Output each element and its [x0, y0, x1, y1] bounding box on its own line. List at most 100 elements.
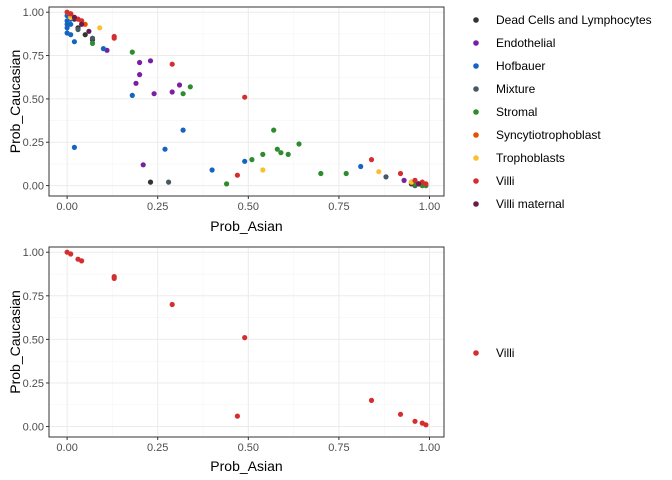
- data-point: [151, 91, 157, 97]
- y-tick-label: 0.75: [23, 51, 44, 63]
- legend-label: Endothelial: [496, 36, 555, 50]
- data-point: [423, 422, 429, 428]
- data-point: [129, 92, 135, 98]
- data-point: [68, 251, 74, 257]
- y-tick-label: 1.00: [23, 7, 44, 19]
- data-point: [111, 35, 117, 41]
- legend-key: [473, 350, 479, 356]
- data-point: [209, 167, 215, 173]
- legend-key: [473, 63, 479, 69]
- data-point: [166, 179, 172, 185]
- legend-key: [473, 201, 479, 207]
- data-point: [97, 25, 103, 31]
- data-point: [180, 127, 186, 133]
- data-point: [79, 258, 85, 264]
- data-point: [368, 157, 375, 163]
- data-point: [274, 146, 280, 152]
- data-point: [376, 169, 382, 175]
- data-point: [68, 11, 74, 17]
- legend-label: Stromal: [496, 105, 537, 119]
- data-point: [71, 14, 77, 20]
- data-point: [397, 170, 404, 177]
- bottom-scatter-panel: 0.00 0.25 0.50 0.75 1.00 0.00 0.25 0.50 0.75 1.00…: [7, 246, 445, 474]
- plot-background: [49, 247, 444, 437]
- data-point: [169, 61, 175, 67]
- legend-label: Hofbauer: [496, 59, 545, 73]
- x-tick-label: 0.50: [238, 442, 259, 454]
- data-point: [412, 177, 418, 183]
- data-point: [68, 32, 74, 38]
- data-point: [71, 144, 77, 150]
- data-point: [137, 59, 143, 66]
- data-point: [397, 411, 404, 417]
- data-point: [368, 397, 375, 403]
- x-tick-label: 0.25: [147, 442, 168, 454]
- data-point: [133, 80, 139, 86]
- data-point: [383, 174, 389, 180]
- x-axis-title: Prob_Asian: [210, 218, 282, 234]
- data-point: [82, 32, 88, 38]
- x-tick-label: 0.00: [56, 442, 77, 454]
- data-point: [358, 163, 364, 170]
- y-tick-label: 1.00: [23, 247, 44, 259]
- panel-border: [48, 246, 445, 438]
- legend-label: Villi maternal: [496, 197, 564, 211]
- data-point: [68, 21, 74, 27]
- x-tick-label: 0.75: [328, 201, 349, 213]
- data-point: [224, 181, 230, 187]
- x-tick-label: 0.25: [147, 201, 168, 213]
- y-tick-label: 0.50: [23, 334, 44, 346]
- data-point: [169, 89, 175, 95]
- y-tick-label: 0.00: [23, 181, 44, 193]
- data-point: [162, 146, 168, 152]
- data-point: [260, 151, 266, 157]
- data-point: [278, 150, 284, 156]
- data-point: [242, 94, 248, 100]
- data-point: [79, 21, 85, 27]
- data-point: [64, 25, 70, 31]
- y-axis-title: Prob_Caucasian: [7, 50, 23, 154]
- data-point: [82, 21, 88, 27]
- x-tick-label: 0.75: [328, 442, 349, 454]
- data-point: [423, 181, 429, 187]
- y-tick-label: 0.00: [23, 422, 44, 434]
- y-axis-title: Prob_Caucasian: [7, 290, 23, 394]
- data-point: [187, 84, 193, 90]
- data-point: [71, 39, 77, 45]
- x-tick-label: 1.00: [419, 442, 440, 454]
- x-tick-label: 0.00: [56, 201, 77, 213]
- data-point: [86, 28, 92, 34]
- legend-key: [473, 86, 479, 92]
- data-point: [260, 167, 266, 173]
- legend-key: [473, 155, 479, 161]
- top-scatter-panel: 0.00 0.25 0.50 0.75 1.00 0.00 0.25 0.50 0.75 1.00…: [7, 6, 445, 234]
- legend-label: Trophoblasts: [496, 151, 565, 165]
- data-point: [242, 158, 248, 164]
- legend-label: Syncytiotrophoblast: [496, 128, 601, 142]
- data-point: [100, 46, 106, 52]
- legend-label: Dead Cells and Lymphocytes: [496, 13, 652, 27]
- y-tick-label: 0.25: [23, 378, 44, 390]
- data-point: [147, 179, 154, 185]
- data-point: [129, 49, 135, 55]
- data-point: [249, 157, 255, 163]
- legend-key: [473, 132, 479, 138]
- data-point: [137, 72, 143, 78]
- legend-key: [473, 17, 479, 23]
- data-point: [180, 91, 186, 97]
- data-point: [89, 35, 96, 41]
- data-point: [176, 82, 183, 88]
- data-point: [401, 177, 407, 183]
- data-point: [75, 26, 81, 33]
- legend-key: [473, 40, 479, 46]
- legend-label: Mixture: [496, 82, 536, 96]
- data-point: [147, 58, 154, 64]
- data-point: [343, 170, 349, 177]
- data-point: [242, 335, 248, 341]
- data-point: [234, 172, 240, 178]
- data-point: [285, 151, 291, 157]
- data-point: [271, 127, 277, 133]
- legend-key: [473, 109, 479, 115]
- x-axis-title: Prob_Asian: [210, 458, 282, 474]
